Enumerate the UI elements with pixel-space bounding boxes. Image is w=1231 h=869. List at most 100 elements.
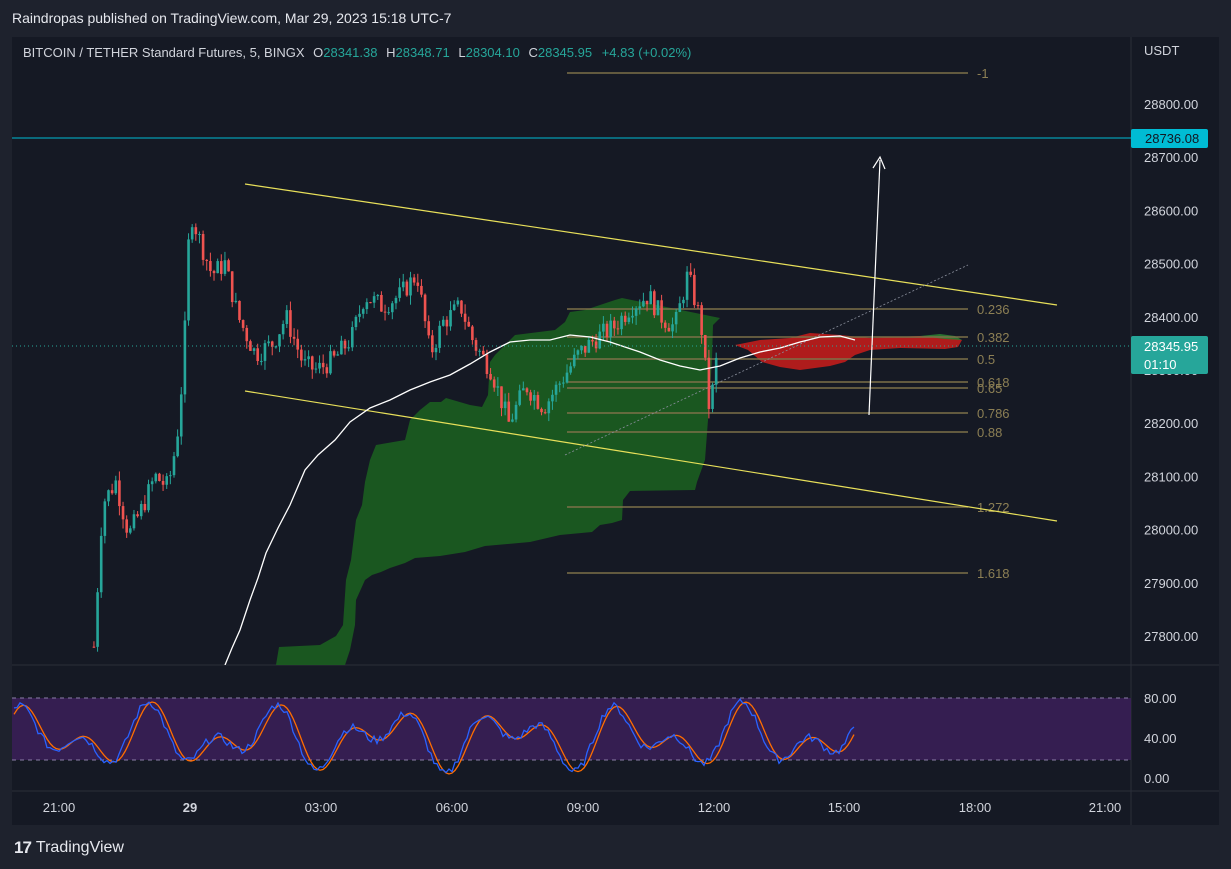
legend-change: +4.83 (+0.02%)	[601, 45, 692, 60]
fib-level-label: 0.382	[977, 330, 1010, 345]
candle-body	[234, 300, 238, 303]
candle-body	[427, 321, 431, 336]
price-tick-label: 28500.00	[1144, 257, 1198, 272]
candle-body	[179, 394, 183, 437]
candle-body	[336, 354, 340, 356]
fib-level-label: 0.786	[977, 406, 1010, 421]
candle-body	[441, 319, 445, 326]
price-axis-ticks[interactable]: 28800.00 28700.00 28600.00 28500.00 28400.00…	[1144, 97, 1198, 644]
candle-body	[398, 287, 401, 298]
candle-body	[110, 490, 114, 494]
fib-level-label: 1.618	[977, 566, 1010, 581]
candle-body	[150, 481, 154, 485]
channel-upper-line[interactable]	[244, 183, 1058, 306]
price-axis-unit: USDT	[1144, 43, 1179, 58]
publisher-line: Raindropas published on TradingView.com,…	[12, 10, 452, 26]
candle-body	[114, 480, 118, 494]
candle-body	[620, 315, 623, 330]
candle-body	[481, 350, 485, 355]
candle-body	[347, 347, 350, 349]
candle-body	[507, 401, 511, 422]
candle-body	[372, 296, 376, 303]
oscillator-axis-ticks: 80.00 40.00 0.00	[1144, 691, 1177, 786]
price-tick-label: 28800.00	[1144, 97, 1198, 112]
time-tick-label: 21:00	[1089, 800, 1122, 815]
candle-body	[376, 294, 380, 297]
candle-body	[660, 300, 663, 323]
candle-body	[241, 320, 245, 328]
candle-body	[562, 382, 565, 384]
candle-body	[576, 350, 580, 355]
price-tick-label: 28000.00	[1144, 523, 1198, 538]
candle-body	[700, 305, 703, 335]
candle-body	[270, 341, 274, 347]
candle-body	[485, 354, 489, 374]
cloud-green	[276, 298, 720, 665]
legend-low-value: 28304.10	[465, 45, 520, 60]
candle-body	[92, 646, 96, 648]
candle-body	[289, 310, 292, 337]
candle-body	[438, 325, 441, 348]
projection-arrow[interactable]	[868, 159, 881, 416]
candle-body	[212, 271, 216, 274]
bar-countdown-label: 01:10	[1144, 357, 1177, 372]
candle-body	[711, 384, 714, 409]
legend-high-value: 28348.71	[395, 45, 450, 60]
candle-body	[252, 348, 256, 351]
candle-body	[514, 404, 518, 420]
time-tick-label: 12:00	[698, 800, 731, 815]
candle-body	[260, 360, 263, 362]
candle-body	[445, 319, 449, 327]
candle-body	[332, 351, 336, 356]
time-axis-ticks[interactable]: 21:00 29 03:00 06:00 09:00 12:00 15:00 18:00 21:…	[43, 800, 1122, 815]
tradingview-logo-icon: 17	[14, 838, 32, 857]
candle-body	[121, 506, 125, 520]
time-tick-label: 03:00	[305, 800, 338, 815]
candle-body	[161, 481, 165, 485]
candle-body	[525, 388, 529, 393]
candle-body	[642, 300, 645, 307]
candle-body	[139, 503, 143, 517]
price-tick-label: 28100.00	[1144, 469, 1198, 484]
candle-body	[96, 592, 99, 647]
time-tick-label: 18:00	[959, 800, 992, 815]
stoch-k-line	[13, 698, 855, 774]
candle-body	[416, 282, 420, 286]
candle-body	[583, 345, 587, 353]
symbol-legend[interactable]: BITCOIN / TETHER Standard Futures, 5, BI…	[23, 45, 691, 60]
candle-body	[361, 309, 365, 314]
candle-body	[136, 514, 139, 517]
candle-body	[569, 366, 572, 373]
candle-body	[536, 395, 540, 409]
candle-body	[518, 390, 521, 405]
candle-body	[682, 299, 685, 304]
oscillator-tick-label: 80.00	[1144, 691, 1177, 706]
candle-body	[460, 300, 463, 314]
candle-body	[696, 305, 700, 307]
candle-body	[478, 350, 481, 352]
candle-body	[612, 320, 616, 329]
candle-body	[132, 514, 136, 529]
candle-body	[456, 300, 460, 305]
candle-body	[249, 341, 252, 351]
tradingview-logo[interactable]: 17 TradingView	[14, 838, 124, 858]
candle-body	[201, 234, 205, 260]
channel-lower-line[interactable]	[244, 390, 1058, 522]
candle-body	[205, 259, 209, 262]
oscillator-tick-label: 0.00	[1144, 771, 1169, 786]
candle-body	[412, 277, 416, 283]
fib-level-label: -1	[977, 66, 989, 81]
candle-body	[609, 320, 612, 338]
candle-body	[209, 261, 212, 272]
candle-body	[329, 351, 332, 374]
candle-body	[547, 401, 551, 414]
candle-body	[543, 412, 547, 414]
candle-body	[540, 408, 543, 413]
candle-body	[667, 327, 671, 332]
candle-body	[274, 346, 278, 348]
candle-body	[627, 317, 631, 322]
candle-body	[358, 313, 361, 317]
candle-body	[409, 277, 412, 296]
